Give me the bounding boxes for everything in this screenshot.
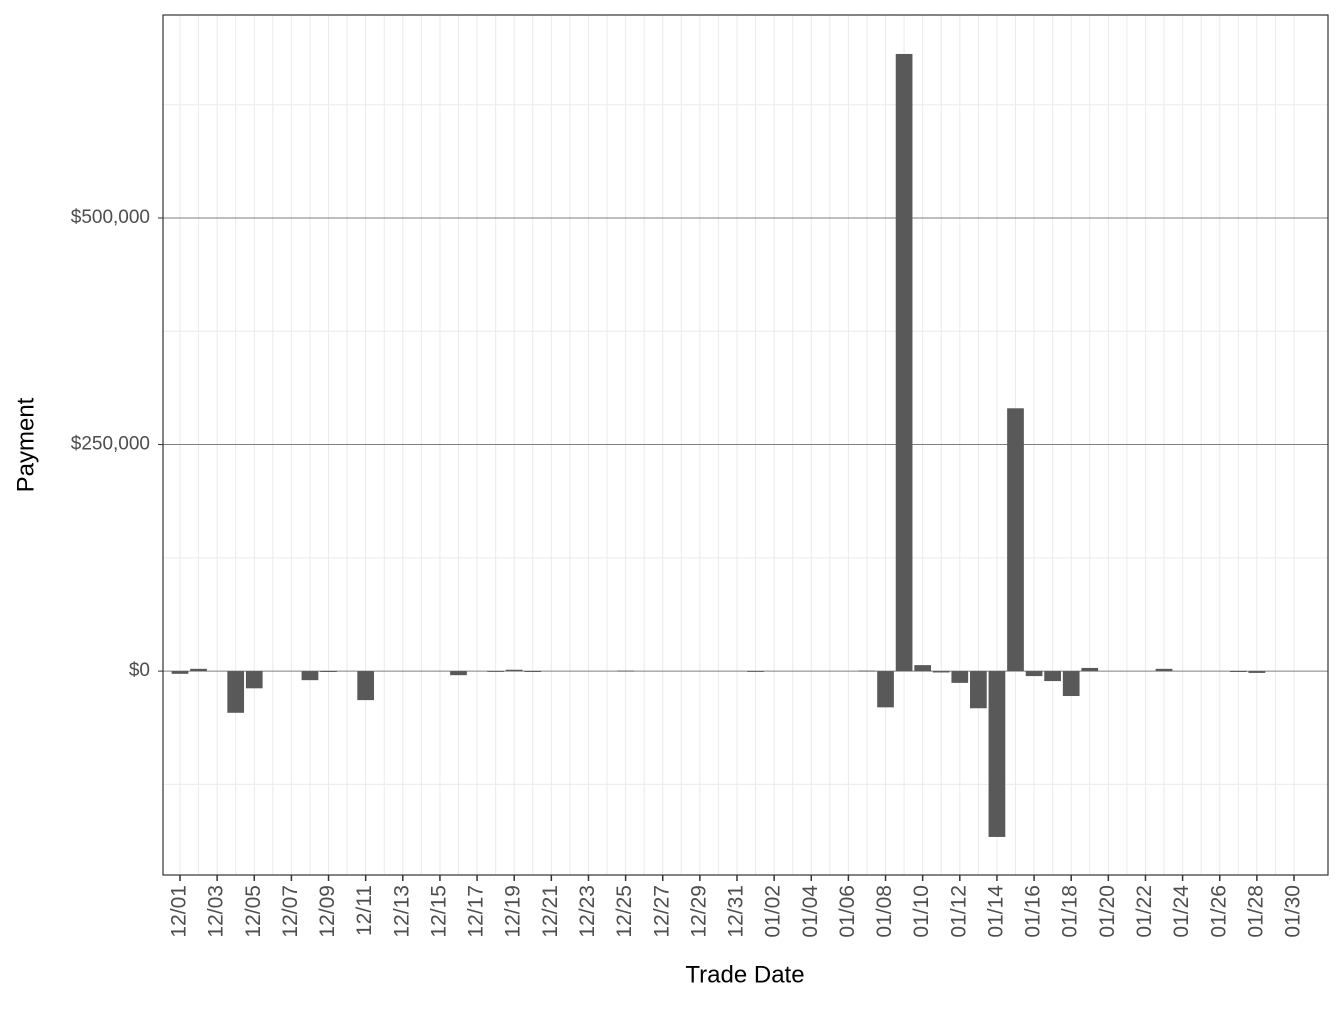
bar xyxy=(951,671,969,683)
bar xyxy=(505,669,523,672)
x-tick-label: 12/03 xyxy=(205,885,228,938)
bar xyxy=(932,671,950,673)
x-tick-label: 01/14 xyxy=(984,885,1007,938)
bar xyxy=(245,671,263,689)
bar xyxy=(320,671,337,673)
x-tick-label: 12/23 xyxy=(576,885,599,938)
bar xyxy=(171,671,189,674)
bar xyxy=(357,671,375,701)
x-tick-label: 01/16 xyxy=(1022,885,1045,938)
x-tick-label: 12/25 xyxy=(613,885,636,938)
x-tick-label: 12/05 xyxy=(242,885,265,938)
x-tick-label: 12/27 xyxy=(650,885,673,938)
bar xyxy=(524,671,542,673)
bar xyxy=(301,671,319,681)
bar xyxy=(1081,667,1099,672)
bar xyxy=(1229,671,1247,673)
x-tick-label: 12/13 xyxy=(390,885,413,938)
x-tick-label: 12/11 xyxy=(353,885,376,936)
bar xyxy=(970,671,987,709)
x-tick-label: 01/26 xyxy=(1207,885,1230,938)
y-axis-title: Payment xyxy=(12,397,39,492)
bar xyxy=(1025,671,1043,677)
x-tick-label: 12/21 xyxy=(539,885,562,938)
x-tick-label: 12/31 xyxy=(725,885,748,938)
x-tick-label: 01/12 xyxy=(947,885,970,938)
x-tick-label: 01/24 xyxy=(1170,885,1193,938)
bar xyxy=(450,671,467,676)
bar xyxy=(747,671,764,672)
bar xyxy=(858,670,876,672)
y-tick-label: $500,000 xyxy=(71,207,150,228)
plot-border xyxy=(162,14,1329,876)
x-tick-label: 12/15 xyxy=(427,885,450,938)
x-tick-label: 01/30 xyxy=(1282,885,1305,938)
bar xyxy=(1007,408,1024,672)
bar xyxy=(190,668,207,672)
bar xyxy=(914,665,932,672)
x-tick-label: 01/10 xyxy=(910,885,933,938)
x-tick-label: 12/17 xyxy=(465,885,488,938)
x-tick-label: 01/28 xyxy=(1244,885,1267,938)
x-tick-label: 12/07 xyxy=(279,885,302,938)
x-tick-label: 12/01 xyxy=(168,885,191,938)
x-tick-label: 12/29 xyxy=(687,885,710,938)
bar xyxy=(227,671,245,713)
bar xyxy=(877,671,894,708)
x-tick-label: 01/02 xyxy=(762,885,785,938)
x-tick-label: 12/19 xyxy=(502,885,525,938)
bar xyxy=(487,671,504,672)
bar xyxy=(617,670,634,672)
bar xyxy=(988,671,1006,837)
bar xyxy=(1155,668,1173,672)
x-axis-title: Trade Date xyxy=(685,961,804,988)
x-tick-label: 01/08 xyxy=(873,885,896,938)
y-tick-label: $0 xyxy=(129,660,150,681)
y-tick-label: $250,000 xyxy=(71,434,150,455)
bar xyxy=(895,53,913,672)
x-tick-label: 01/06 xyxy=(836,885,859,938)
x-tick-label: 01/18 xyxy=(1059,885,1082,938)
bar xyxy=(1044,671,1061,682)
bar xyxy=(1062,671,1080,697)
x-tick-label: 01/20 xyxy=(1096,885,1119,938)
bar xyxy=(1248,671,1266,673)
x-tick-label: 01/22 xyxy=(1133,885,1156,938)
x-tick-label: 01/04 xyxy=(799,885,822,938)
x-tick-label: 12/09 xyxy=(316,885,339,938)
